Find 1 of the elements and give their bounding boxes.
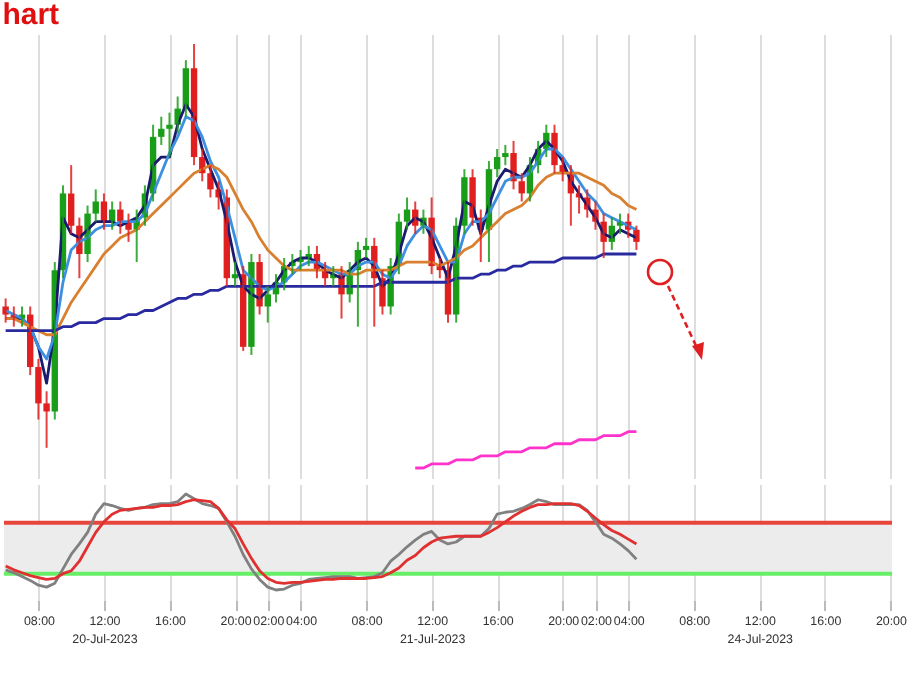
chart-title: hart bbox=[2, 0, 60, 32]
